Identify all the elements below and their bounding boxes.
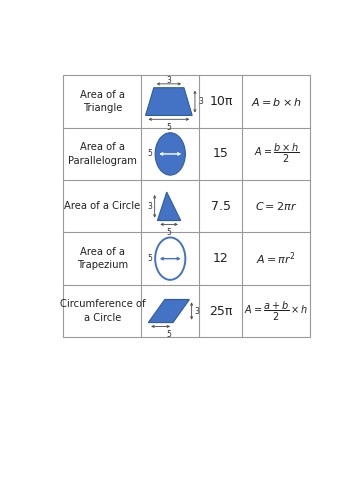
- Text: Circumference of
a Circle: Circumference of a Circle: [59, 300, 145, 322]
- Text: Area of a Circle: Area of a Circle: [64, 202, 141, 211]
- Text: Area of a
Trapezium: Area of a Trapezium: [77, 247, 128, 270]
- Polygon shape: [148, 300, 189, 322]
- Text: 3: 3: [198, 97, 203, 106]
- Text: $\mathit{A} = \pi\mathit{r}^2$: $\mathit{A} = \pi\mathit{r}^2$: [256, 250, 296, 267]
- Text: 5: 5: [148, 254, 153, 263]
- Text: 10π: 10π: [209, 95, 233, 108]
- Text: 3: 3: [147, 202, 152, 211]
- Bar: [63, 76, 310, 337]
- Text: $\mathit{C} = 2\pi\mathit{r}$: $\mathit{C} = 2\pi\mathit{r}$: [255, 200, 298, 212]
- Circle shape: [155, 238, 185, 280]
- Polygon shape: [145, 88, 192, 116]
- Text: 5: 5: [167, 228, 172, 237]
- Text: 5: 5: [166, 330, 171, 340]
- Text: Area of a
Triangle: Area of a Triangle: [80, 90, 125, 113]
- Text: $\mathit{A} = \dfrac{\mathit{a}+\mathit{b}}{2} \times \mathit{h}$: $\mathit{A} = \dfrac{\mathit{a}+\mathit{…: [244, 300, 308, 322]
- Text: 25π: 25π: [209, 304, 233, 318]
- Text: $\mathit{A} = \mathit{b} \times \mathit{h}$: $\mathit{A} = \mathit{b} \times \mathit{…: [251, 96, 302, 108]
- Text: 15: 15: [213, 148, 229, 160]
- Text: 3: 3: [194, 306, 199, 316]
- Text: 5: 5: [148, 150, 153, 158]
- Polygon shape: [158, 192, 181, 220]
- Text: 12: 12: [213, 252, 229, 265]
- Text: $\mathit{A} = \dfrac{\mathit{b} \times \mathit{h}}{2}$: $\mathit{A} = \dfrac{\mathit{b} \times \…: [254, 142, 299, 166]
- Text: Area of a
Parallelogram: Area of a Parallelogram: [68, 142, 137, 166]
- Circle shape: [155, 133, 185, 175]
- Text: 7.5: 7.5: [211, 200, 231, 213]
- Text: 3: 3: [166, 76, 171, 84]
- Text: 5: 5: [166, 123, 171, 132]
